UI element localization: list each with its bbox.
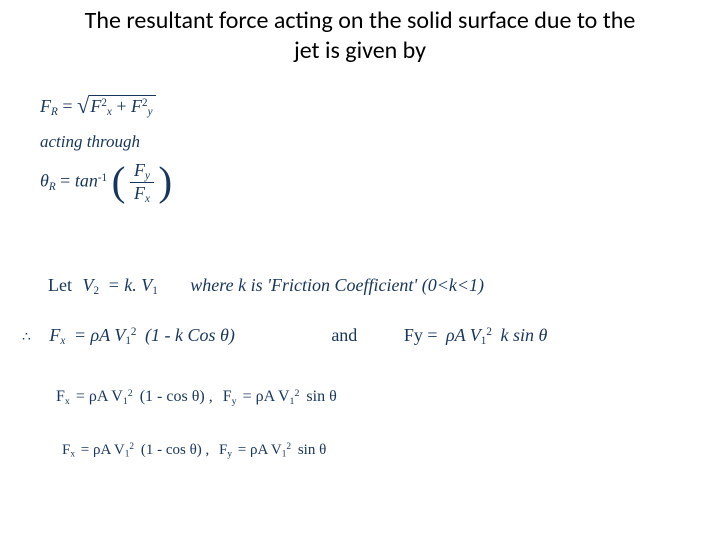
eq-fx-fy-line6: Fx = ρA V12 (1 - cos θ) , Fy = ρA V12 si… [62, 442, 326, 460]
eq-angle: θR = tan-1 ( Fy Fx ) [40, 160, 172, 205]
eq-fx-fy-line5: Fx = ρA V12 (1 - cos θ) , Fy = ρA V12 si… [56, 388, 337, 407]
slide-title: The resultant force acting on the solid … [0, 0, 720, 66]
eq-resultant-force: FR = √ F2x + F2y [40, 92, 156, 118]
label-acting-through: acting through [40, 132, 140, 152]
title-line1: The resultant force acting on the solid … [85, 6, 636, 35]
eq-let-friction: Let V2 = k. V1 where k is 'Friction Coef… [48, 275, 484, 297]
sqrt: √ F2x + F2y [77, 92, 156, 118]
fraction-fy-fx: Fy Fx [130, 160, 154, 205]
title-line2: jet is given by [294, 36, 426, 65]
eq-fx-fy-with-k: ∴ Fx = ρA V12 (1 - k Cos θ) and Fy = ρA … [22, 325, 547, 347]
